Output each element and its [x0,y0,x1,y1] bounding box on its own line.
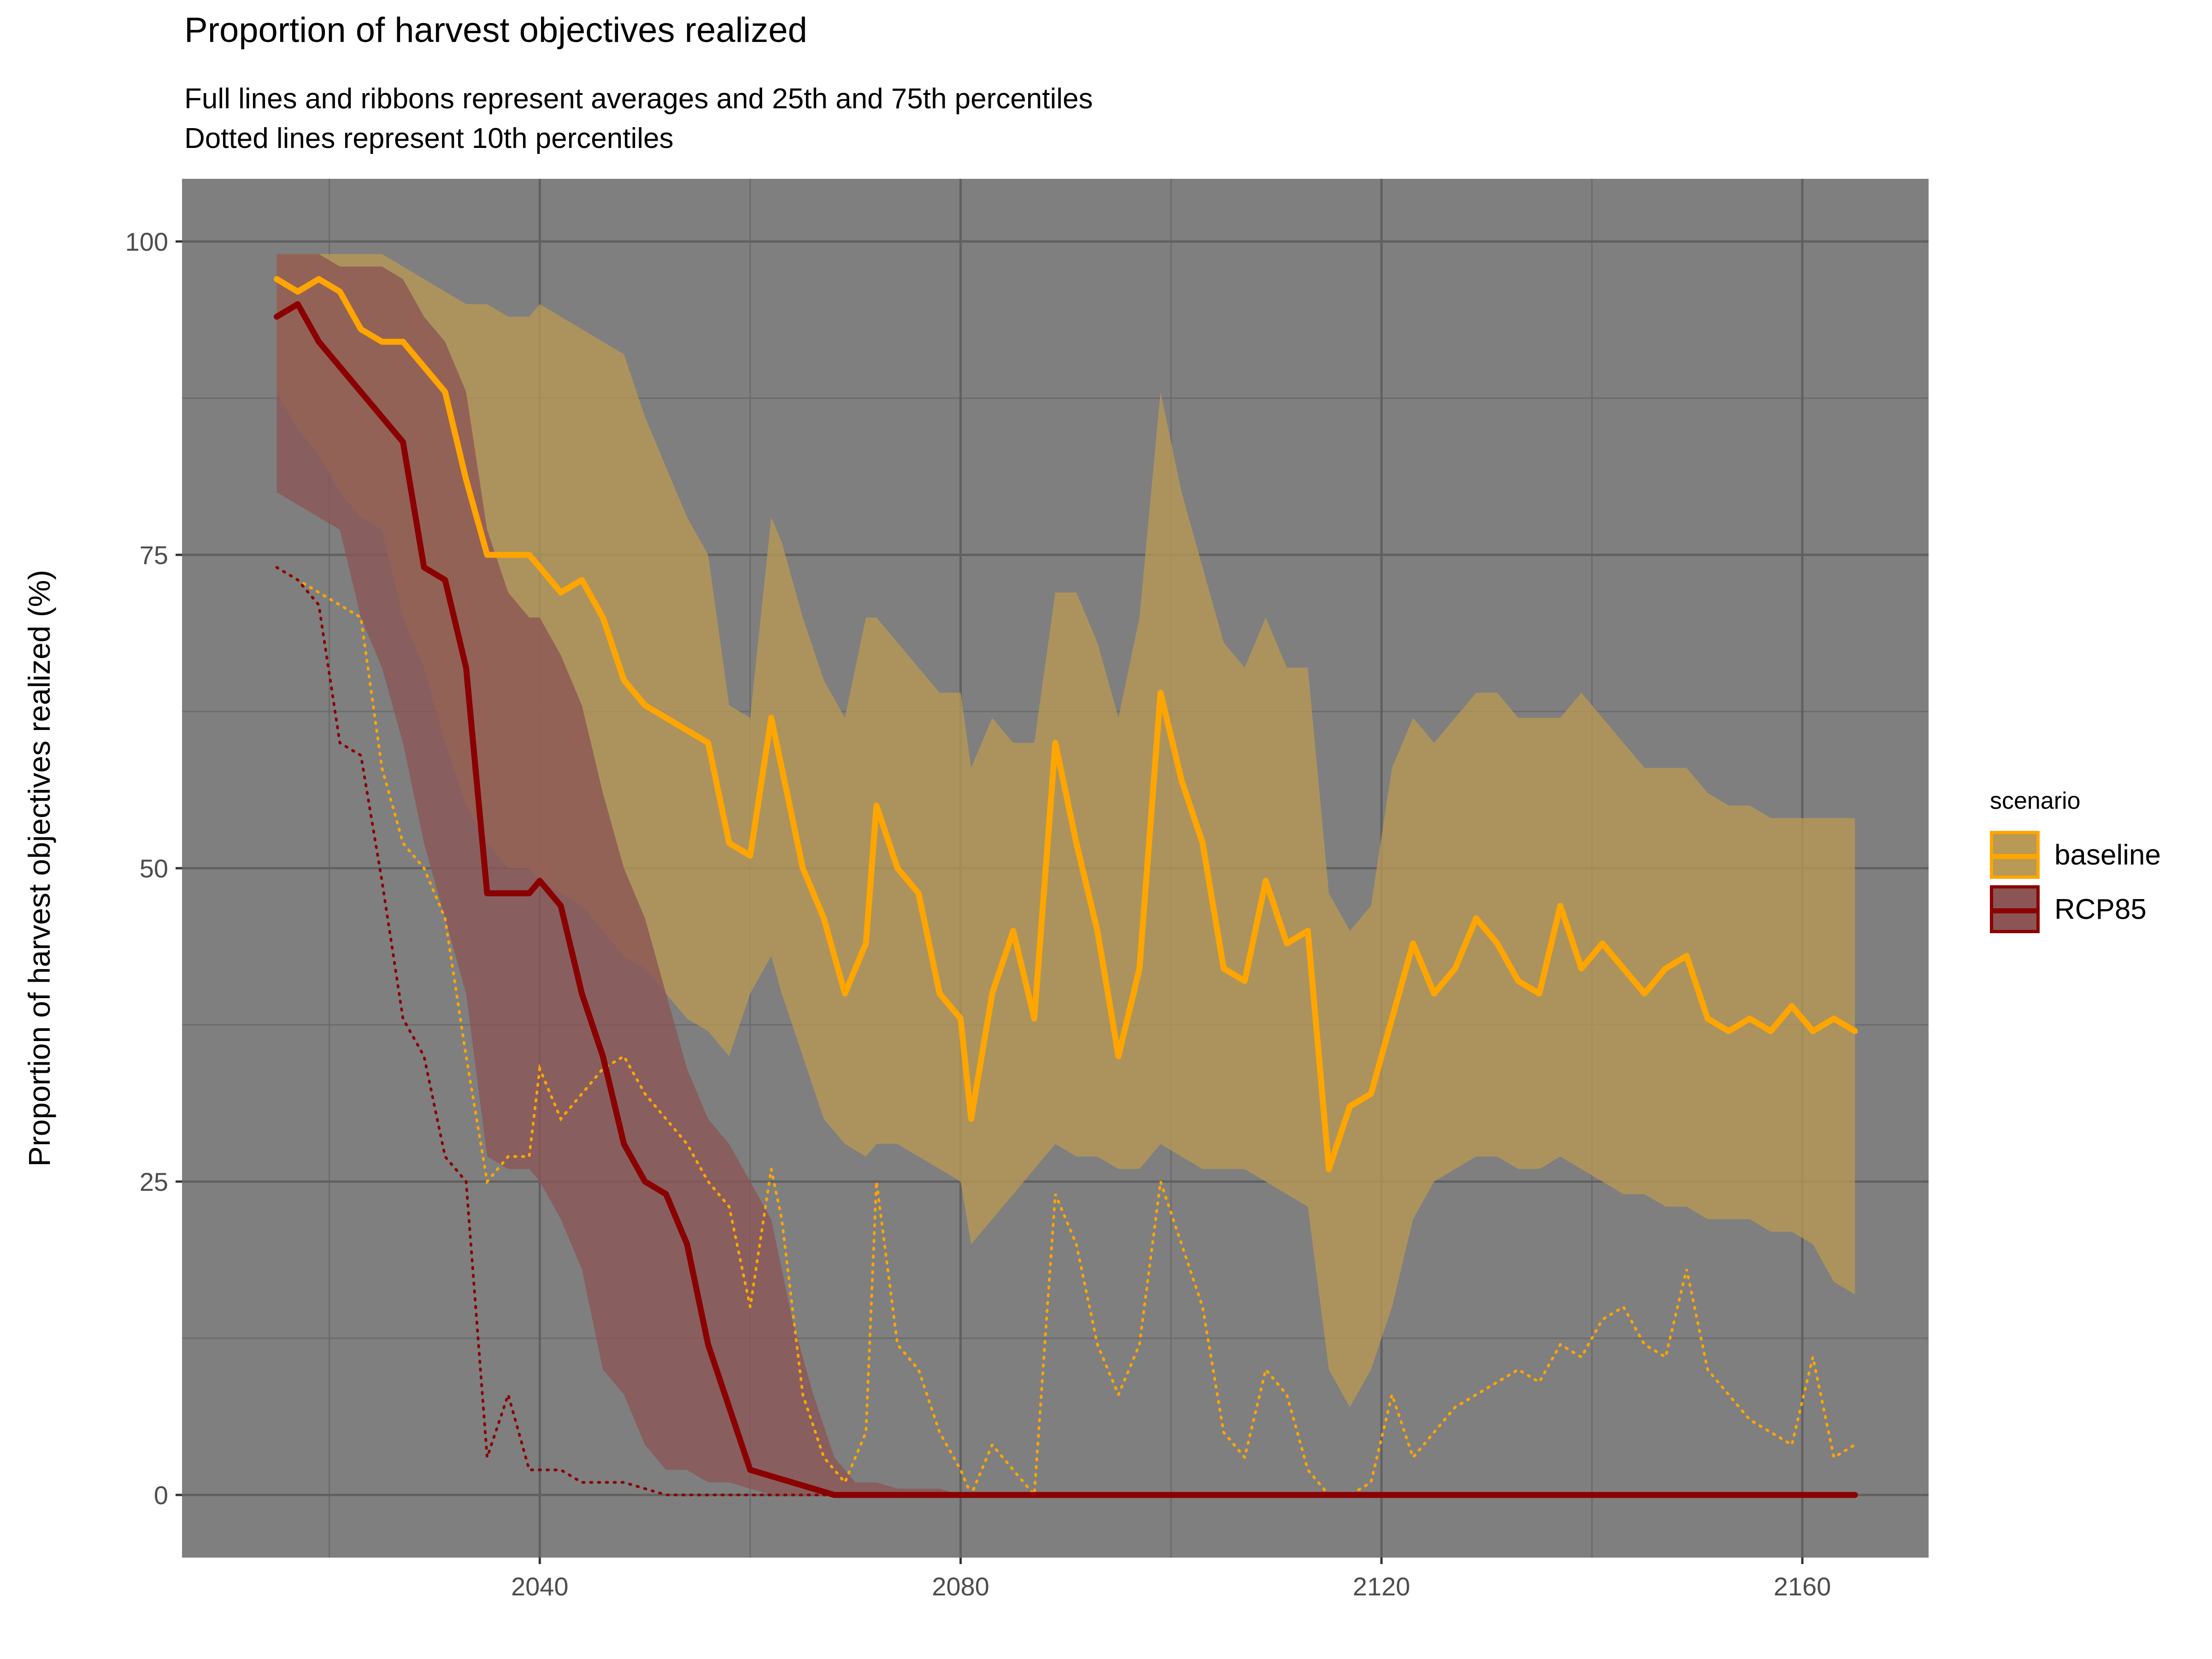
x-tick-label: 2080 [932,1572,989,1601]
legend-item-rcp85: RCP85 [1990,882,2161,936]
mean-lines [273,276,1858,1498]
x-tick-label: 2120 [1353,1572,1410,1601]
chart-title: Proportion of harvest objectives realize… [184,11,807,50]
legend-item-baseline: baseline [1990,828,2161,882]
ribbons [276,254,1855,1495]
x-tick-label: 2160 [1774,1572,1831,1601]
p10-lines [275,566,1857,1499]
y-tick-label: 50 [140,854,168,883]
legend-label-baseline: baseline [2054,839,2161,871]
p10-line-baseline [275,566,1857,1499]
legend-key-baseline [1990,831,2040,879]
y-tick-label: 100 [125,227,168,256]
y-axis-ticks: 0 25 50 75 100 [125,227,182,1510]
y-tick-label: 75 [140,541,168,570]
subtitle-line-1: Full lines and ribbons represent average… [184,83,1093,115]
legend-key-line-baseline [1993,854,2036,859]
x-axis-ticks: 2040 2080 2120 2160 [511,1558,1831,1601]
mean-line-baseline [273,276,1858,1172]
legend-label-rcp85: RCP85 [2054,893,2147,925]
p10-line-rcp85 [275,566,1857,1496]
legend-key-line-rcp85 [1993,908,2036,913]
subtitle-line-2: Dotted lines represent 10th percentiles [184,123,674,154]
y-tick-label: 0 [154,1481,168,1510]
ribbon-baseline [276,254,1855,1407]
legend-key-rcp85 [1990,885,2040,933]
legend-title: scenario [1990,788,2081,814]
legend: scenario baseline RCP85 [1990,787,2161,936]
y-tick-label: 25 [140,1167,168,1196]
mean-line-rcp85 [273,301,1858,1498]
y-axis-title: Proportion of harvest objectives realize… [22,570,56,1167]
chart-subtitle: Full lines and ribbons represent average… [184,79,1093,159]
ribbon-rcp85 [276,254,1855,1495]
x-tick-label: 2040 [511,1572,569,1601]
